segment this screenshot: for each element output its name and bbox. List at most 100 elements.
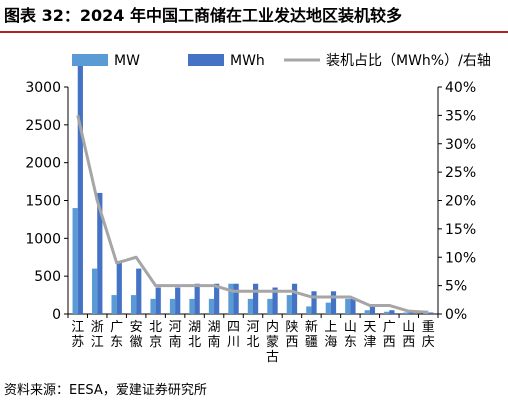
x-tick-label: 京 bbox=[149, 335, 162, 350]
bar-mw bbox=[169, 298, 176, 314]
x-tick-label: 广 bbox=[383, 320, 396, 335]
left-tick-label: 2500 bbox=[25, 118, 61, 134]
bar-mwh bbox=[253, 283, 259, 314]
bar-mwh bbox=[136, 268, 142, 314]
title-rule bbox=[0, 31, 508, 33]
x-tick-label: 西 bbox=[383, 335, 396, 350]
x-tick-label: 北 bbox=[188, 335, 201, 350]
left-tick-label: 1000 bbox=[25, 231, 61, 247]
bar-mwh bbox=[369, 306, 376, 314]
bar-mw bbox=[72, 208, 78, 314]
right-tick-label: 40% bbox=[445, 80, 476, 96]
x-tick-label: 徽 bbox=[130, 335, 143, 350]
x-tick-label: 重 bbox=[422, 319, 435, 335]
bar-mw bbox=[403, 312, 409, 314]
right-tick-label: 5% bbox=[445, 279, 467, 295]
right-tick-label: 10% bbox=[445, 250, 476, 266]
x-tick-label: 湖 bbox=[188, 320, 201, 335]
source-note: 资料来源：EESA，爱建证券研究所 bbox=[4, 383, 207, 398]
x-tick-label: 蒙 bbox=[266, 335, 279, 350]
bar-mw bbox=[267, 298, 273, 314]
legend-label: MW bbox=[114, 53, 140, 69]
bar-mw bbox=[286, 295, 292, 314]
bar-mwh bbox=[77, 64, 83, 314]
left-tick-label: 3000 bbox=[25, 80, 61, 96]
bar-mw bbox=[325, 302, 331, 314]
x-tick-label: 疆 bbox=[305, 335, 318, 350]
bar-mw bbox=[306, 306, 312, 314]
x-tick-label: 西 bbox=[402, 335, 415, 350]
bar-mwh bbox=[408, 311, 414, 314]
right-tick-label: 0% bbox=[445, 307, 467, 323]
bar-mwh bbox=[291, 283, 298, 314]
bar-mw bbox=[189, 298, 195, 314]
bar-mwh bbox=[155, 287, 161, 314]
x-tick-label: 河 bbox=[169, 320, 182, 335]
x-tick-label: 河 bbox=[246, 320, 259, 335]
x-tick-label: 江 bbox=[91, 335, 104, 350]
x-tick-label: 四 bbox=[227, 320, 240, 335]
bar-mwh bbox=[330, 291, 337, 314]
bar-mwh bbox=[428, 312, 434, 314]
x-tick-label: 陕 bbox=[285, 320, 298, 335]
chart-title: 图表 32：2024 年中国工商储在工业发达地区装机较多 bbox=[4, 6, 402, 25]
x-tick-label: 海 bbox=[324, 335, 337, 350]
legend-label: 装机占比（MWh%）/右轴 bbox=[326, 53, 491, 69]
x-tick-label: 东 bbox=[344, 335, 357, 350]
bar-mw bbox=[111, 295, 117, 314]
bar-mwh bbox=[175, 287, 181, 314]
legend-swatch-mwh bbox=[188, 54, 224, 66]
bar-mwh bbox=[389, 310, 395, 314]
x-tick-label: 南 bbox=[208, 334, 221, 350]
bar-mwh bbox=[194, 283, 200, 314]
left-tick-label: 0 bbox=[52, 307, 61, 323]
bar-mw bbox=[208, 298, 215, 314]
right-tick-label: 25% bbox=[445, 165, 476, 181]
x-tick-label: 广 bbox=[110, 320, 123, 335]
bar-mw bbox=[130, 295, 137, 314]
right-tick-label: 35% bbox=[445, 108, 476, 124]
x-tick-label: 江 bbox=[71, 320, 84, 335]
legend-swatch-mw bbox=[72, 54, 108, 66]
bar-mwh bbox=[214, 283, 220, 314]
right-tick-label: 30% bbox=[445, 137, 476, 153]
x-tick-label: 西 bbox=[285, 335, 298, 350]
x-tick-label: 内 bbox=[266, 319, 279, 335]
bar-mwh bbox=[311, 291, 317, 314]
bar-mw bbox=[92, 268, 98, 314]
x-tick-label: 苏 bbox=[71, 334, 84, 350]
bar-mwh bbox=[272, 287, 278, 314]
left-tick-label: 500 bbox=[34, 269, 61, 285]
bar-mw bbox=[228, 283, 234, 314]
x-tick-label: 南 bbox=[169, 334, 182, 350]
share-line bbox=[76, 115, 429, 314]
x-tick-label: 津 bbox=[363, 335, 376, 350]
bar-mwh bbox=[233, 283, 239, 314]
x-tick-label: 山 bbox=[402, 320, 415, 335]
bar-mwh bbox=[116, 261, 122, 314]
x-tick-label: 上 bbox=[324, 320, 337, 335]
bar-mwh bbox=[350, 298, 356, 314]
bar-mwh bbox=[97, 192, 103, 314]
x-tick-label: 新 bbox=[305, 319, 318, 335]
x-tick-label: 浙 bbox=[91, 320, 104, 335]
bar-mw bbox=[345, 298, 351, 314]
x-tick-label: 庆 bbox=[422, 335, 435, 350]
x-tick-label: 湖 bbox=[208, 320, 221, 335]
bar-mw bbox=[384, 311, 390, 314]
x-tick-label: 东 bbox=[110, 335, 123, 350]
x-tick-label: 北 bbox=[149, 320, 162, 335]
x-tick-label: 古 bbox=[266, 350, 279, 365]
bar-mw bbox=[247, 298, 253, 314]
bar-mw bbox=[364, 310, 370, 314]
left-tick-label: 2000 bbox=[25, 156, 61, 172]
right-tick-label: 15% bbox=[445, 222, 476, 238]
x-tick-label: 北 bbox=[246, 335, 259, 350]
x-tick-label: 安 bbox=[130, 320, 143, 335]
legend-label: MWh bbox=[230, 53, 265, 69]
x-tick-label: 山 bbox=[344, 320, 357, 335]
x-tick-label: 天 bbox=[363, 320, 376, 335]
x-tick-label: 川 bbox=[227, 335, 240, 350]
right-tick-label: 20% bbox=[445, 194, 476, 210]
